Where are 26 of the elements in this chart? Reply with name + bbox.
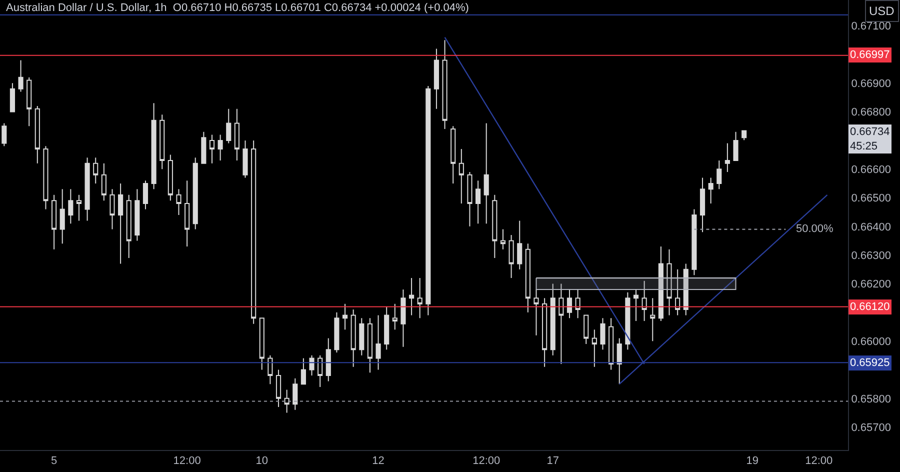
- x-tick-label: 10: [256, 455, 268, 468]
- y-tick-label: 0.66800: [851, 106, 891, 119]
- x-tick-label: 5: [50, 455, 58, 468]
- text: 0.66734 45:25: [850, 126, 890, 152]
- y-tick-label: 0.66000: [851, 336, 891, 348]
- text: USD: [869, 4, 895, 18]
- chart-title: Australian Dollar / U.S. Dollar, 1h O0.66710 H0.66735 L0.66701 C0.66734 +0.00024 (+0.04%): [6, 2, 469, 14]
- y-tick-label: 0.66900: [851, 78, 891, 90]
- x-tick-label: 17: [546, 455, 559, 468]
- y-tick-label: 0.66300: [851, 250, 891, 262]
- y-tick-label: 0.66500: [851, 192, 891, 205]
- ref-line-label: 0.66997: [850, 49, 890, 61]
- ref-line-label: 0.65925: [850, 357, 890, 369]
- y-tick-label: 0.65800: [851, 393, 891, 406]
- x-tick-label: 12:00: [472, 455, 500, 468]
- y-tick-label: 0.66400: [851, 221, 891, 234]
- series-label: 50.00%: [796, 223, 834, 235]
- y-tick-label: 0.66600: [851, 164, 891, 176]
- x-tick-label: 12:00: [173, 455, 201, 468]
- x-tick-label: 19: [746, 455, 759, 468]
- y-tick-label: 0.65700: [851, 422, 891, 434]
- y-tick-label: 0.66200: [851, 278, 891, 291]
- x-tick-label: 12: [372, 455, 384, 468]
- y-tick-label: 0.67100: [851, 20, 891, 33]
- ref-line-label: 0.66120: [850, 301, 890, 313]
- x-tick-label: 12:00: [805, 455, 833, 468]
